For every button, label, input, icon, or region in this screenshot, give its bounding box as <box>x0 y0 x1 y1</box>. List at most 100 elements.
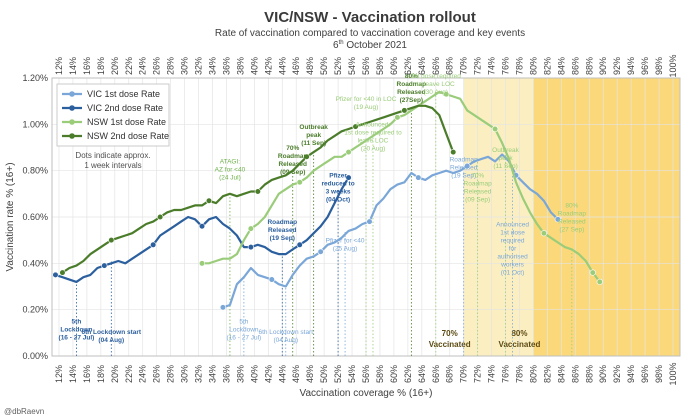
label-nsw-announced: 1st dose required to <box>344 130 402 137</box>
legend-label: VIC 2nd dose Rate <box>87 103 163 113</box>
label-nsw-roadmap-2: 70% <box>286 145 299 152</box>
x-tick-label-top: 70% <box>459 57 469 75</box>
x-tick-label-top: 60% <box>389 57 399 75</box>
x-tick-label-top: 48% <box>305 57 315 75</box>
x-tick-label-top: 64% <box>417 57 427 75</box>
band-sublabel-1: Vaccinated <box>499 340 541 349</box>
y-tick-label: 0.20% <box>22 305 48 315</box>
series-point <box>450 149 457 156</box>
series-point <box>198 223 206 230</box>
label-nsw-outbreak-1: Outbreak <box>492 147 519 154</box>
label-vic-roadmap-1: Released <box>450 164 478 171</box>
label-vic-pfizer3wk: (04 Oct) <box>326 197 350 204</box>
label-nsw-1stdose-loc: (30 Aug) <box>423 89 448 96</box>
label-nsw-announced: Announced: <box>356 122 391 129</box>
x-tick-label-top: 76% <box>501 57 511 75</box>
label-vic-roadmap-2: Released <box>268 227 297 234</box>
x-ticks-top: 12% 14% 16% 18% 20% 22% 24% 26% 28% 30% 32% 34% 36% 3… <box>54 54 678 77</box>
label-vic-pfizer40: Pfizer for <40 <box>326 237 365 244</box>
x-tick-label-top: 18% <box>96 57 106 75</box>
x-tick-label-top: 68% <box>445 57 455 75</box>
x-tick-label-top: 36% <box>221 57 231 75</box>
x-tick-label: 22% <box>124 365 134 383</box>
label-nsw-outbreak-2: (11 Sep) <box>301 140 326 147</box>
x-tick-label: 60% <box>389 365 399 383</box>
legend-swatch-dot <box>69 133 75 139</box>
x-tick-label-top: 42% <box>263 57 273 75</box>
x-tick-label-top: 38% <box>235 57 245 75</box>
series-point <box>157 213 164 221</box>
x-tick-label-top: 56% <box>361 57 371 75</box>
x-tick-label: 70% <box>459 365 469 383</box>
y-axis-label: Vaccination rate % (16+) <box>5 162 16 271</box>
series-point <box>366 218 373 225</box>
series-0 <box>219 153 561 311</box>
x-tick-label: 14% <box>68 365 78 383</box>
label-vic-announced: authorised <box>497 253 528 260</box>
label-nsw-atagi: AZ for <40 <box>215 167 246 174</box>
label-nsw-roadmap80-1: Released <box>558 219 586 226</box>
x-tick-label: 28% <box>166 365 176 383</box>
series-line <box>202 90 601 283</box>
x-tick-label-top: 92% <box>612 57 622 75</box>
x-tick-label: 82% <box>542 365 552 383</box>
series-point <box>101 262 108 269</box>
x-tick-label-top: 58% <box>375 57 385 75</box>
x-tick-label: 36% <box>221 365 231 383</box>
x-tick-label: 100% <box>668 362 678 385</box>
legend-label: VIC 1st dose Rate <box>87 89 160 99</box>
x-tick-label-top: 94% <box>626 57 636 75</box>
x-tick-label-top: 16% <box>82 57 92 75</box>
label-vic-lockdown5: (16 - 27 Jul) <box>59 335 95 342</box>
band-labels: 70% Vaccinated 80% Vaccinated <box>429 329 541 349</box>
series-point <box>150 241 157 248</box>
label-nsw-announced: (20 Aug) <box>361 146 386 153</box>
y-tick-label: 0.80% <box>22 166 48 176</box>
label-nsw-roadmap80: Released <box>397 89 426 96</box>
label-vic-lockdown6: 6th Lockdown start <box>82 329 142 336</box>
label-nsw-outbreak-1: peak <box>499 155 514 162</box>
label-vic-roadmap-2: (19 Sep) <box>270 235 295 242</box>
series-point <box>303 153 310 160</box>
series-line <box>222 153 559 309</box>
x-tick-label-top: 46% <box>291 57 301 75</box>
x-tick-label: 34% <box>207 365 217 383</box>
x-tick-label: 66% <box>431 365 441 383</box>
series-point <box>317 248 324 255</box>
legend-label: NSW 2nd dose Rate <box>87 131 169 141</box>
label-vic-announced: Announced <box>496 221 529 228</box>
x-tick-label: 48% <box>305 365 315 383</box>
x-tick-label: 32% <box>194 365 204 383</box>
series-point <box>254 188 261 195</box>
label-vic-announced: workers <box>500 261 525 268</box>
label-nsw-roadmap80: Roadmap <box>397 81 427 88</box>
x-tick-label: 90% <box>598 365 608 383</box>
label-nsw-roadmap70-1: Released <box>464 189 492 196</box>
x-tick-label: 84% <box>556 365 566 383</box>
x-axis-label: Vaccination coverage % (16+) <box>300 388 433 399</box>
band-label-0: 70% <box>442 329 458 338</box>
label-vic-announced: 1st dose <box>500 229 525 236</box>
label-vic-lockdown6: (04 Aug) <box>98 337 124 344</box>
x-tick-label: 46% <box>291 365 301 383</box>
series-point <box>554 216 561 223</box>
x-tick-label: 94% <box>626 365 636 383</box>
x-tick-label: 76% <box>501 365 511 383</box>
credit-handle: @dbRaevn <box>4 407 44 416</box>
x-tick-label: 16% <box>82 365 92 383</box>
label-nsw-pfizer40: Pfizer for <40 in LOC <box>336 96 397 103</box>
x-tick-label-top: 14% <box>68 57 78 75</box>
legend-swatch-dot <box>69 105 75 111</box>
chart-date: 6th October 2021 <box>333 40 407 51</box>
x-tick-label: 98% <box>654 365 664 383</box>
x-tick-label-top: 66% <box>431 57 441 75</box>
label-vic-pfizer40: (25 Aug) <box>333 245 358 252</box>
x-tick-label: 62% <box>403 365 413 383</box>
x-tick-label-top: 62% <box>403 57 413 75</box>
label-nsw-atagi: (24 Jul) <box>219 175 241 182</box>
label-vic-lockdown5b: (16 - 27 Jul) <box>227 335 262 342</box>
legend-note-line2: 1 week intervals <box>84 161 141 170</box>
x-tick-label: 86% <box>570 365 580 383</box>
x-tick-label: 88% <box>584 365 594 383</box>
